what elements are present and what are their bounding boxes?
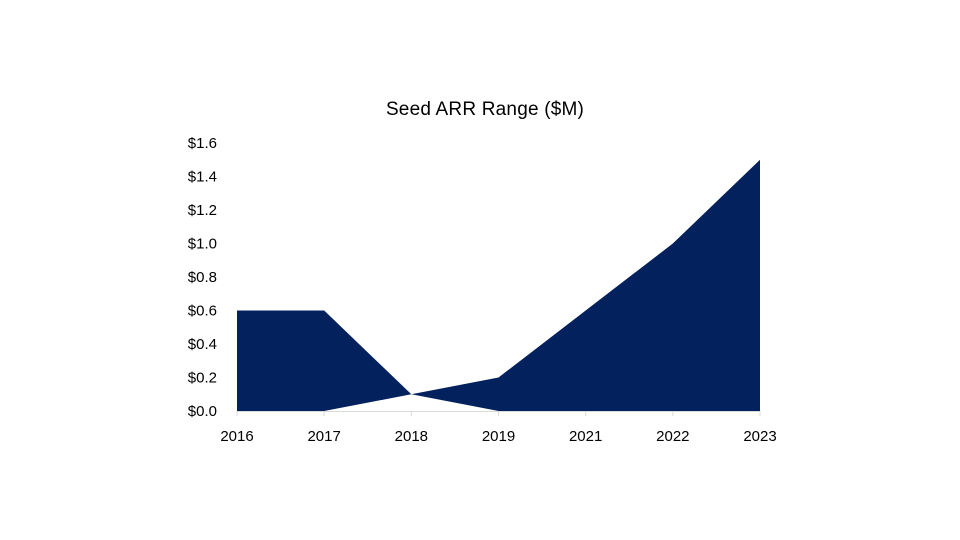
data-point-high-2021 xyxy=(584,309,588,313)
y-tick-label: $0.4 xyxy=(188,336,217,353)
x-tick-label: 2023 xyxy=(743,428,776,445)
y-tick-label: $1.6 xyxy=(188,135,217,152)
data-point-low-2018 xyxy=(409,392,413,396)
y-tick-label: $1.2 xyxy=(188,202,217,219)
x-tick-label: 2018 xyxy=(395,428,428,445)
data-point-high-2017 xyxy=(322,309,326,313)
x-tick-label: 2016 xyxy=(220,428,253,445)
area-band-seed-arr xyxy=(237,159,760,411)
x-tick-label: 2019 xyxy=(482,428,515,445)
y-tick-label: $1.0 xyxy=(188,236,217,253)
chart-title: Seed ARR Range ($M) xyxy=(385,99,585,120)
y-tick-label: $0.8 xyxy=(188,269,217,286)
y-tick-label: $0.6 xyxy=(188,303,217,320)
x-tick-label: 2017 xyxy=(307,428,340,445)
y-tick-label: $0.2 xyxy=(188,370,217,387)
x-tick-label: 2021 xyxy=(569,428,602,445)
y-tick-label: $1.4 xyxy=(188,169,217,186)
data-point-high-2016 xyxy=(235,309,239,313)
y-tick-label: $0.0 xyxy=(188,403,217,420)
data-point-high-2023 xyxy=(758,158,762,162)
x-tick-label: 2022 xyxy=(656,428,689,445)
data-point-high-2019 xyxy=(497,376,501,380)
data-point-high-2022 xyxy=(671,242,675,246)
